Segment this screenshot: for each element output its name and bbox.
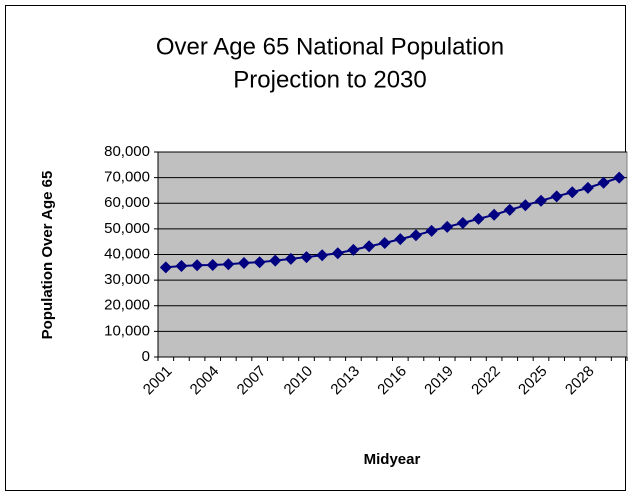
y-tick-label: 50,000 — [104, 220, 150, 237]
data-point — [378, 236, 391, 249]
data-point — [206, 259, 219, 272]
data-point — [597, 176, 610, 189]
data-point — [253, 256, 266, 269]
data-point — [159, 261, 172, 274]
data-point — [472, 212, 485, 225]
data-point — [488, 208, 501, 221]
data-point — [503, 203, 516, 216]
data-point — [175, 260, 188, 273]
chart-title: Projection to 2030 — [233, 66, 426, 93]
x-axis-label: Midyear — [364, 451, 421, 468]
data-point — [191, 259, 204, 272]
data-point — [316, 249, 329, 262]
y-tick-label: 60,000 — [104, 194, 150, 211]
data-point — [363, 240, 376, 253]
data-point — [566, 186, 579, 199]
data-point — [550, 190, 563, 203]
data-point — [581, 181, 594, 194]
chart-title: Over Age 65 National Population — [156, 33, 504, 60]
y-tick-label: 40,000 — [104, 245, 150, 262]
data-point — [456, 216, 469, 229]
data-point — [237, 256, 250, 269]
data-point — [284, 252, 297, 265]
data-point — [535, 194, 548, 207]
y-tick-label: 70,000 — [104, 169, 150, 186]
data-point — [425, 224, 438, 237]
y-tick-label: 30,000 — [104, 271, 150, 288]
y-tick-label: 0 — [142, 348, 150, 365]
data-point — [409, 229, 422, 242]
data-point — [613, 171, 626, 184]
y-tick-label: 80,000 — [104, 143, 150, 160]
y-tick-label: 20,000 — [104, 297, 150, 314]
data-point — [269, 254, 282, 267]
data-point — [331, 247, 344, 260]
data-point — [519, 199, 532, 212]
data-point — [347, 243, 360, 256]
data-point — [222, 258, 235, 271]
data-point — [394, 233, 407, 246]
y-tick-label: 10,000 — [104, 322, 150, 339]
data-point — [300, 251, 313, 264]
data-point — [441, 220, 454, 233]
y-axis-label: Population Over Age 65 — [39, 171, 56, 340]
